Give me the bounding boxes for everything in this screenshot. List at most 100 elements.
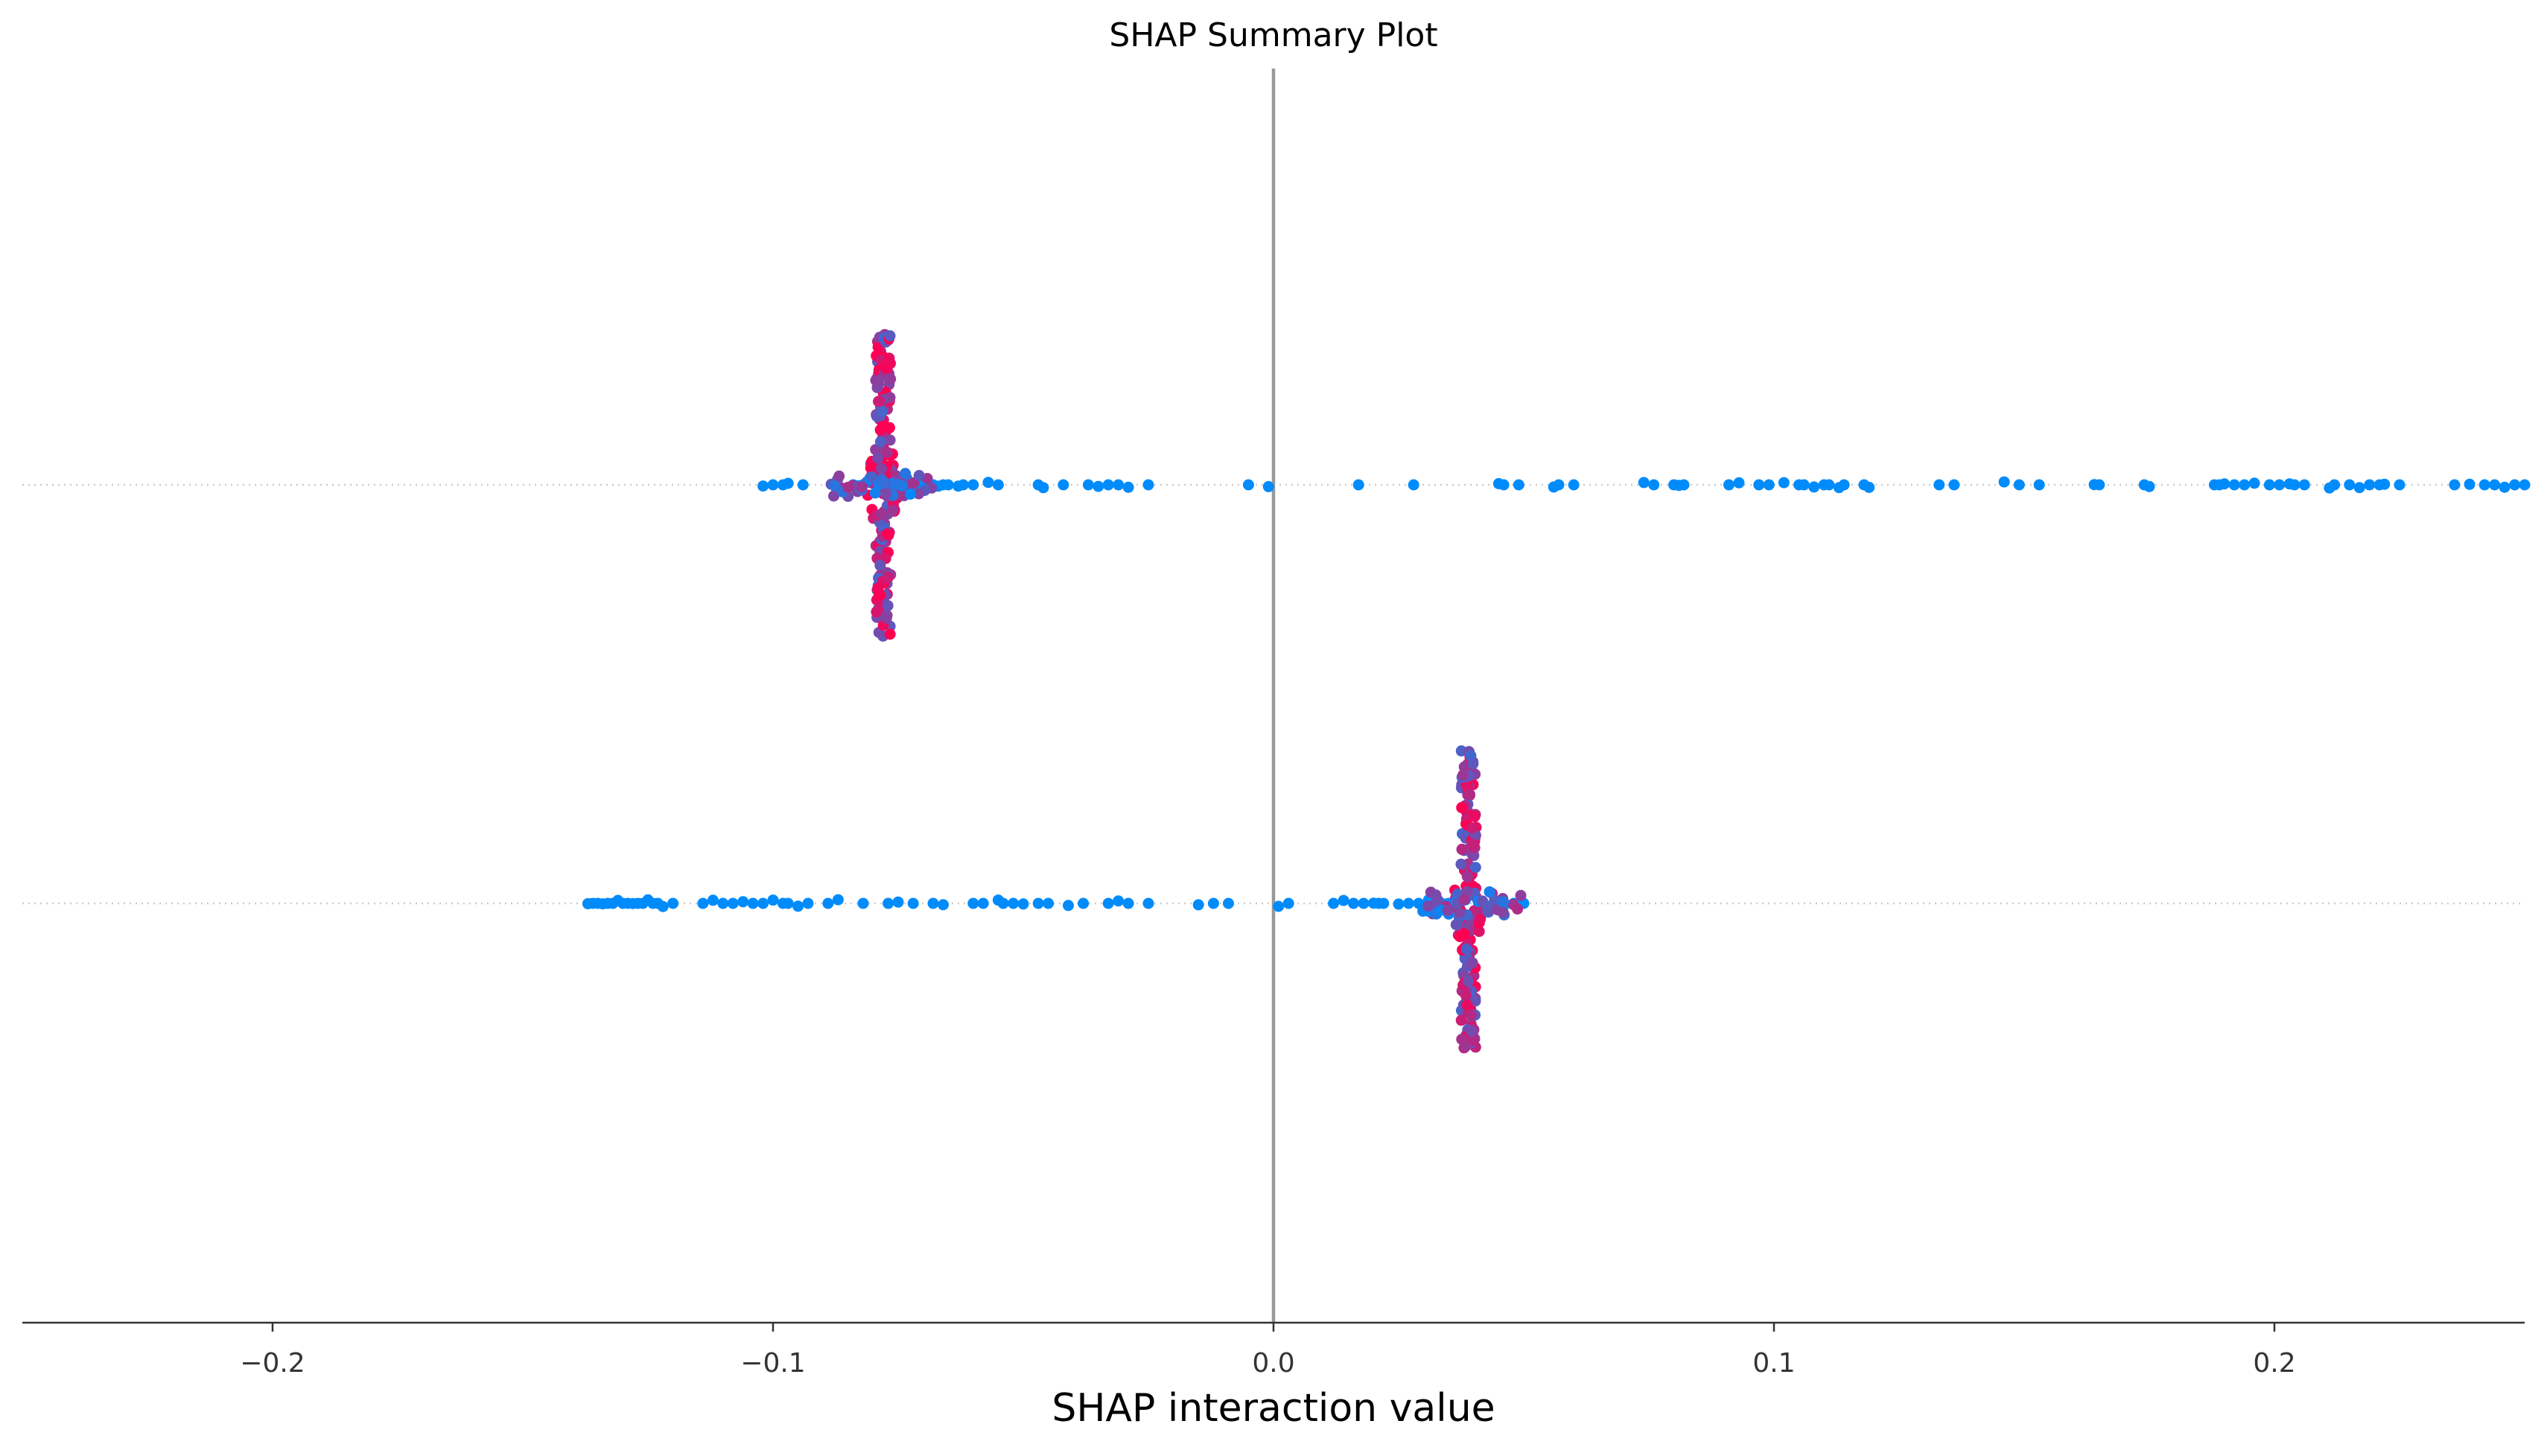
data-point (2219, 478, 2230, 490)
data-point (2093, 479, 2105, 491)
data-point (877, 420, 889, 432)
data-point (2478, 479, 2490, 491)
data-point (1498, 479, 1510, 491)
data-point (877, 405, 888, 417)
data-point (1678, 479, 1690, 491)
data-point (1466, 839, 1478, 851)
data-point (828, 490, 839, 502)
data-point (1568, 479, 1580, 491)
data-point (1122, 897, 1134, 909)
data-point (882, 600, 894, 611)
data-point (1763, 479, 1775, 491)
data-point (1102, 897, 1114, 909)
data-point (866, 471, 878, 483)
data-point (2509, 479, 2521, 491)
data-point (1823, 479, 1835, 491)
data-point (884, 629, 896, 640)
data-point (1348, 897, 1359, 909)
data-point (1223, 897, 1234, 909)
data-point (1408, 479, 1419, 491)
x-axis-label: SHAP interaction value (1052, 1386, 1495, 1431)
data-point (2274, 479, 2286, 491)
data-point (2519, 479, 2531, 491)
data-point (1113, 479, 1125, 491)
data-point (873, 375, 885, 387)
data-point (1475, 913, 1486, 925)
data-point (1450, 919, 1462, 931)
data-point (1948, 479, 1960, 491)
chart-title: SHAP Summary Plot (1109, 16, 1437, 54)
data-point (1463, 975, 1475, 987)
data-point (727, 897, 739, 909)
data-point (829, 480, 841, 492)
data-point (1113, 895, 1125, 907)
data-point (1512, 903, 1524, 915)
data-point (2499, 481, 2511, 493)
data-point (1282, 897, 1294, 909)
data-point (1456, 1034, 1468, 1045)
data-point (907, 897, 919, 909)
data-point (1464, 789, 1475, 801)
data-point (757, 897, 769, 909)
data-point (707, 894, 719, 906)
data-point (942, 479, 954, 491)
data-point (2379, 478, 2391, 490)
data-point (874, 436, 886, 448)
data-point (2033, 479, 2045, 491)
data-point (884, 330, 896, 342)
data-point (1515, 889, 1527, 901)
data-point (1192, 899, 1204, 911)
data-point (1808, 481, 1820, 493)
data-point (886, 504, 898, 516)
data-point (1461, 999, 1473, 1011)
data-point (1273, 900, 1285, 912)
data-point (1043, 897, 1055, 909)
data-point (1017, 898, 1029, 910)
data-point (872, 452, 884, 464)
data-point (904, 489, 916, 500)
data-point (2344, 479, 2356, 491)
data-point (1723, 479, 1734, 491)
data-point (2298, 479, 2310, 491)
data-point (1466, 1009, 1478, 1021)
data-point (782, 897, 794, 909)
data-point (1328, 897, 1340, 909)
data-point (767, 479, 779, 491)
data-point (697, 897, 709, 909)
data-point (1442, 904, 1454, 916)
data-point (1484, 886, 1495, 897)
data-point (1456, 801, 1468, 813)
data-point (1454, 931, 1466, 943)
data-point (1037, 482, 1049, 494)
x-tick-label: −0.2 (240, 1348, 305, 1379)
data-point (737, 896, 749, 908)
data-point (767, 894, 779, 906)
data-point (832, 894, 844, 906)
data-point (869, 487, 881, 499)
data-point (1998, 476, 2010, 488)
data-point (2143, 480, 2155, 492)
data-point (1142, 479, 1154, 491)
data-point (2329, 479, 2341, 491)
data-point (1063, 900, 1074, 912)
data-point (1358, 897, 1370, 909)
data-point (2228, 479, 2240, 491)
data-point (1455, 1014, 1467, 1026)
data-point (2353, 482, 2365, 494)
data-point (1838, 479, 1850, 491)
data-point (1648, 479, 1660, 491)
data-point (857, 897, 869, 909)
data-point (1455, 858, 1467, 870)
data-point (882, 528, 893, 540)
data-point (883, 897, 894, 909)
data-point (900, 468, 912, 480)
data-point (1207, 897, 1219, 909)
data-point (875, 508, 887, 520)
data-point (1460, 989, 1472, 1001)
data-point (880, 363, 891, 374)
data-point (2289, 479, 2300, 491)
data-point (1078, 897, 1090, 909)
data-point (657, 900, 669, 912)
